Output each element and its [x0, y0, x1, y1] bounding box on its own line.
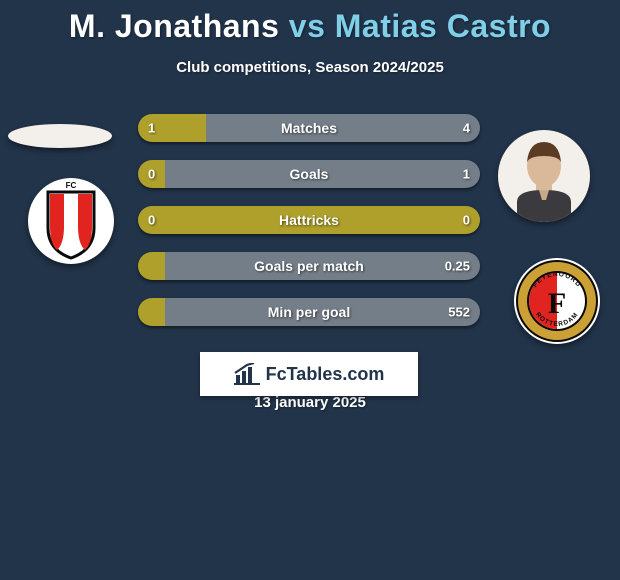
stat-value-right: 4	[463, 121, 470, 136]
title-player2: Matias Castro	[335, 8, 551, 44]
brand-text: FcTables.com	[266, 364, 385, 385]
stat-row: 0 Goals 1	[0, 160, 620, 188]
stat-bar-right	[206, 114, 480, 142]
stat-pill: Min per goal 552	[138, 298, 480, 326]
stat-row: 0 Hattricks 0	[0, 206, 620, 234]
stat-label: Min per goal	[268, 304, 350, 320]
stat-value-right: 1	[463, 167, 470, 182]
stat-bar-left	[138, 252, 165, 280]
stat-pill: 1 Matches 4	[138, 114, 480, 142]
stat-value-left: 1	[148, 121, 155, 136]
stat-label: Hattricks	[279, 212, 339, 228]
subtitle: Club competitions, Season 2024/2025	[0, 59, 620, 76]
title-player1: M. Jonathans	[69, 8, 279, 44]
brand-card: FcTables.com	[200, 352, 418, 396]
comparison-card: M. Jonathans vs Matias Castro Club compe…	[0, 0, 620, 580]
stat-label: Goals	[290, 166, 329, 182]
stat-row: Goals per match 0.25	[0, 252, 620, 280]
stat-pill: 0 Hattricks 0	[138, 206, 480, 234]
stat-value-right: 552	[448, 305, 470, 320]
stat-bar-left	[138, 298, 165, 326]
stat-label: Goals per match	[254, 258, 364, 274]
stat-value-right: 0.25	[445, 259, 470, 274]
stat-row: Min per goal 552	[0, 298, 620, 326]
title-vs: vs	[289, 8, 326, 44]
stat-value-left: 0	[148, 213, 155, 228]
stat-row: 1 Matches 4	[0, 114, 620, 142]
chart-icon	[234, 363, 260, 385]
date-text: 13 january 2025	[0, 394, 620, 411]
stat-label: Matches	[281, 120, 337, 136]
stat-pill: Goals per match 0.25	[138, 252, 480, 280]
page-title: M. Jonathans vs Matias Castro	[0, 0, 620, 45]
stat-value-left: 0	[148, 167, 155, 182]
stat-value-right: 0	[463, 213, 470, 228]
stat-pill: 0 Goals 1	[138, 160, 480, 188]
